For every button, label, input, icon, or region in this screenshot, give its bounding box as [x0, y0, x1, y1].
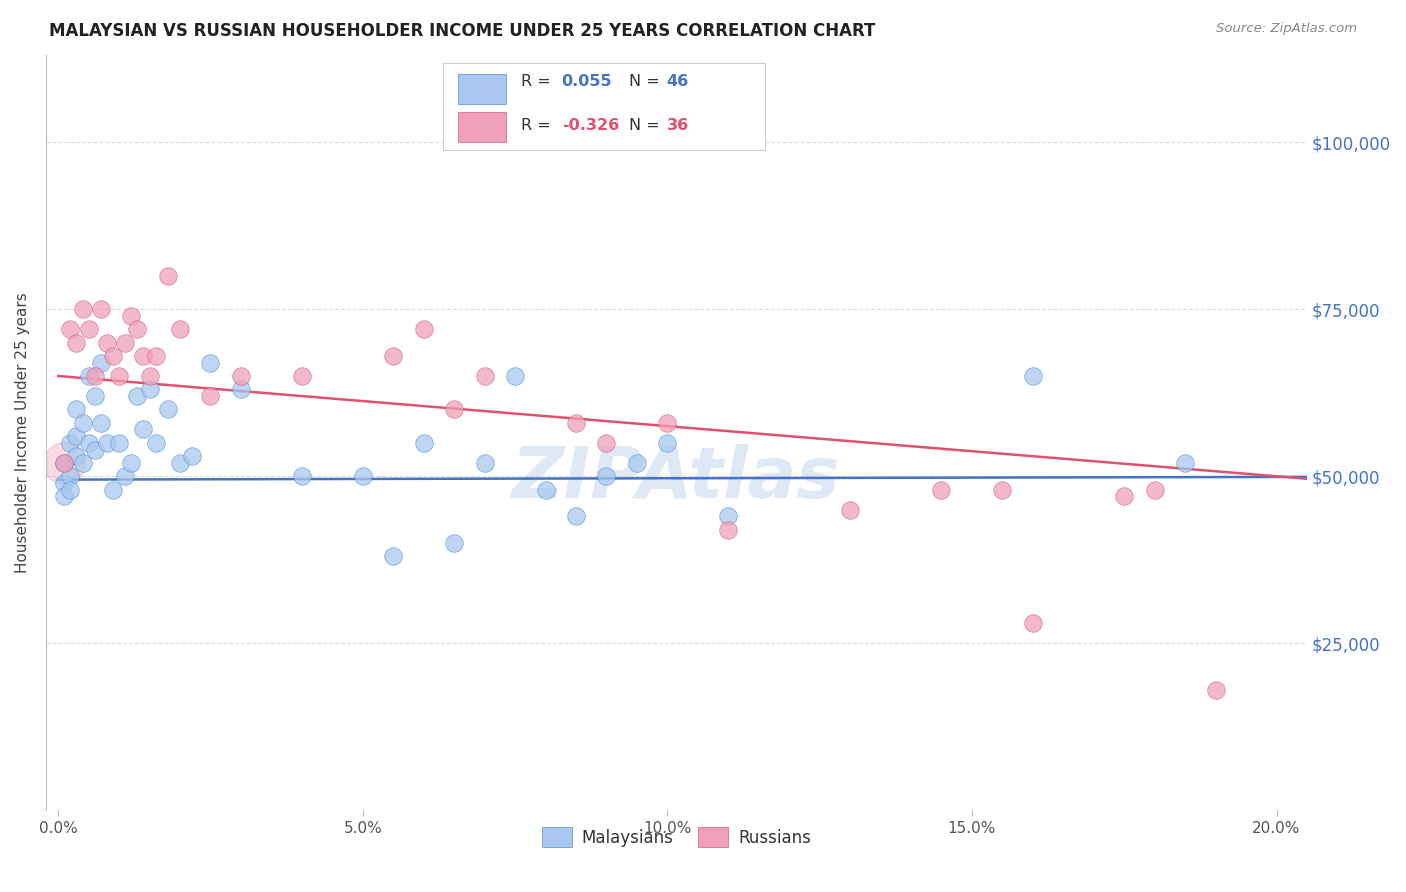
Point [77, 322, 100, 336]
Point [717, 509, 740, 524]
Legend: Malaysians, Russians: Malaysians, Russians [533, 819, 820, 855]
Point [65, 429, 87, 443]
FancyBboxPatch shape [458, 74, 506, 104]
Point [108, 369, 131, 384]
Point [83, 442, 105, 457]
Point [132, 422, 155, 436]
Text: MALAYSIAN VS RUSSIAN HOUSEHOLDER INCOME UNDER 25 YEARS CORRELATION CHART: MALAYSIAN VS RUSSIAN HOUSEHOLDER INCOME … [49, 22, 876, 40]
Point [382, 349, 405, 363]
Point [1114, 489, 1136, 503]
Point [72, 456, 94, 470]
Point [72, 302, 94, 317]
Point [595, 435, 617, 450]
Text: Source: ZipAtlas.com: Source: ZipAtlas.com [1216, 22, 1357, 36]
Point [77, 369, 100, 384]
Point [120, 456, 142, 470]
Point [83, 369, 105, 384]
Text: 36: 36 [666, 118, 689, 133]
Point [657, 435, 679, 450]
Point [138, 369, 160, 384]
Point [382, 549, 405, 564]
Point [291, 369, 314, 384]
Point [156, 268, 179, 283]
Point [565, 509, 588, 524]
Point [72, 416, 94, 430]
Text: R =: R = [522, 74, 551, 89]
Point [132, 349, 155, 363]
Text: 46: 46 [666, 74, 689, 89]
Point [59, 483, 82, 497]
Point [90, 302, 112, 317]
Point [53, 456, 76, 470]
Point [291, 469, 314, 483]
Point [200, 389, 222, 403]
Point [114, 335, 136, 350]
Point [120, 309, 142, 323]
Point [127, 322, 149, 336]
FancyBboxPatch shape [443, 62, 765, 150]
Point [65, 449, 87, 463]
Point [114, 469, 136, 483]
Point [96, 435, 118, 450]
Point [443, 536, 465, 550]
Point [717, 523, 740, 537]
Point [1205, 683, 1227, 698]
Text: N =: N = [628, 74, 659, 89]
Point [53, 456, 76, 470]
Point [1022, 616, 1045, 631]
Point [229, 383, 252, 397]
Point [534, 483, 557, 497]
Point [565, 416, 588, 430]
Point [156, 402, 179, 417]
Point [65, 402, 87, 417]
FancyBboxPatch shape [458, 112, 506, 142]
Point [138, 383, 160, 397]
Point [101, 483, 124, 497]
Point [145, 435, 167, 450]
Point [626, 456, 648, 470]
Point [65, 335, 87, 350]
Point [412, 322, 434, 336]
Point [503, 369, 526, 384]
Point [145, 349, 167, 363]
Point [77, 435, 100, 450]
Point [53, 489, 76, 503]
Point [412, 435, 434, 450]
Point [53, 456, 76, 470]
Point [101, 349, 124, 363]
Point [352, 469, 374, 483]
Point [931, 483, 953, 497]
Point [59, 469, 82, 483]
Point [1143, 483, 1166, 497]
Point [443, 402, 465, 417]
Text: -0.326: -0.326 [562, 118, 619, 133]
Point [229, 369, 252, 384]
Text: 0.055: 0.055 [562, 74, 613, 89]
Point [169, 322, 191, 336]
Point [90, 416, 112, 430]
Point [83, 389, 105, 403]
Point [839, 502, 862, 516]
Point [53, 475, 76, 490]
Point [127, 389, 149, 403]
Text: ZIPAtlas: ZIPAtlas [512, 443, 841, 513]
Point [657, 416, 679, 430]
Point [1174, 456, 1197, 470]
Point [474, 369, 496, 384]
Point [200, 356, 222, 370]
Point [59, 322, 82, 336]
Point [96, 335, 118, 350]
Point [991, 483, 1014, 497]
Point [59, 435, 82, 450]
Point [181, 449, 204, 463]
Point [1022, 369, 1045, 384]
Point [108, 435, 131, 450]
Point [595, 469, 617, 483]
Point [474, 456, 496, 470]
Point [90, 356, 112, 370]
Text: N =: N = [628, 118, 659, 133]
Point [169, 456, 191, 470]
Y-axis label: Householder Income Under 25 years: Householder Income Under 25 years [15, 293, 30, 574]
Text: R =: R = [522, 118, 551, 133]
